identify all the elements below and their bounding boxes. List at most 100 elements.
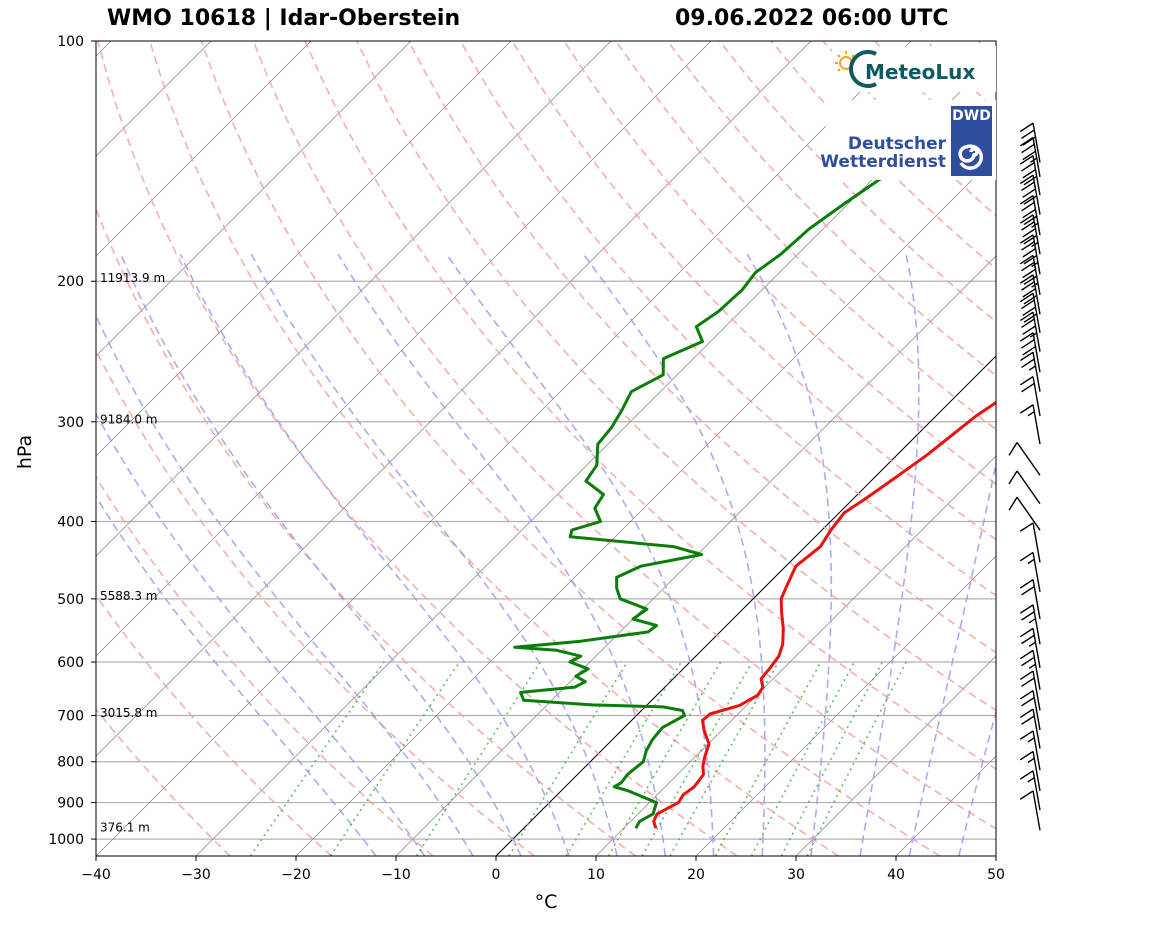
x-tick-label: −30 (181, 867, 211, 883)
barb-half-flag (1027, 411, 1035, 417)
barb-staff (1032, 214, 1041, 255)
barb-staff (1032, 137, 1041, 178)
moist-adiabat (445, 253, 715, 856)
dwd-name-line2: Wetterdienst (820, 152, 946, 172)
wind-barb (1019, 194, 1041, 236)
isotherm-line (795, 655, 996, 856)
isotherm-line (0, 41, 11, 856)
isotherm-line (96, 41, 912, 856)
wind-barb (1019, 234, 1041, 275)
wind-barb (1019, 690, 1041, 731)
wind-barb (1019, 649, 1041, 690)
barb-flag (1021, 696, 1035, 707)
wind-barb (1008, 442, 1041, 476)
meteolux-wordmark: MeteoLux (865, 60, 976, 84)
barb-staff (1032, 274, 1041, 315)
barb-flag (1019, 750, 1034, 761)
barb-flag (1021, 715, 1035, 725)
wind-barb (1019, 254, 1041, 295)
barb-half-flag (1029, 332, 1038, 338)
mixing-ratio-line (565, 661, 682, 856)
moist-adiabat (96, 495, 377, 856)
y-tick-label: 700 (57, 708, 84, 724)
dry-adiabat (977, 41, 996, 60)
mixing-ratio-line (415, 661, 542, 856)
moist-adiabat (96, 412, 426, 856)
wind-barb (1019, 670, 1041, 711)
y-tick-label: 100 (57, 34, 84, 50)
barb-half-flag (1031, 282, 1039, 288)
wind-barb (1008, 496, 1041, 531)
barb-staff (1016, 442, 1041, 476)
barb-flag (1022, 306, 1036, 317)
barb-half-flag (1029, 157, 1038, 163)
barb-half-flag (1027, 558, 1035, 565)
dry-adiabat (1030, 41, 1160, 856)
barb-flag (1019, 214, 1034, 224)
dry-adiabat (96, 206, 637, 856)
height-label: 11913.9 m (100, 271, 165, 285)
mixing-ratio-line (714, 661, 822, 856)
wind-barb (1019, 292, 1041, 333)
isotherm-line (96, 41, 612, 557)
barb-flag (1022, 288, 1036, 298)
dwd-badge: DWD (951, 106, 992, 176)
dry-adiabat (96, 708, 231, 856)
x-tick-label: −10 (381, 867, 411, 883)
height-label: 9184.0 m (100, 412, 158, 426)
barb-flag (1021, 634, 1035, 645)
dry-adiabat (96, 348, 535, 856)
barb-flag (1008, 470, 1018, 485)
barb-flag (1021, 143, 1035, 154)
isotherm-line (96, 41, 712, 657)
barb-flag (1021, 339, 1035, 349)
moist-adiabat (958, 709, 996, 856)
barb-staff (1032, 376, 1041, 417)
barb-flag (1022, 248, 1036, 258)
barb-flag (1022, 268, 1036, 279)
barb-flag (1021, 677, 1035, 687)
barb-staff (1016, 496, 1041, 531)
wind-barb (1019, 708, 1041, 749)
wind-barb (1019, 311, 1041, 352)
meteolux-logo: MeteoLux (832, 46, 996, 92)
dwd-name-line1: Deutscher (847, 134, 946, 154)
barb-staff (1016, 470, 1041, 505)
barb-flag (1023, 234, 1038, 245)
wind-barb (1019, 214, 1041, 255)
barb-flag (1019, 136, 1034, 147)
barb-staff (1032, 670, 1041, 711)
barb-flag (1019, 770, 1034, 780)
barb-flag (1019, 375, 1034, 386)
barb-staff (1032, 770, 1041, 811)
dry-adiabat (615, 41, 996, 431)
barb-flag (1019, 579, 1034, 589)
y-tick-label: 300 (57, 415, 84, 431)
barb-staff (1032, 234, 1041, 275)
barb-staff (1032, 628, 1041, 668)
barb-flag (1021, 281, 1035, 291)
wind-barb (1019, 770, 1041, 811)
barb-flag (1019, 292, 1034, 303)
barb-flag (1022, 188, 1036, 198)
dwd-logo: DWD Deutscher Wetterdienst (820, 100, 996, 180)
wind-barb (1019, 730, 1041, 771)
barb-flag (1022, 136, 1036, 146)
barb-flag (1019, 708, 1034, 719)
sun-icon (835, 50, 877, 88)
barb-staff (1032, 255, 1041, 295)
barb-staff (1032, 790, 1041, 831)
x-tick-label: 0 (492, 867, 501, 883)
barb-flag (1023, 313, 1038, 323)
barb-flag (1021, 261, 1035, 272)
barb-half-flag (1028, 618, 1036, 624)
barb-flag (1021, 241, 1035, 251)
barb-flag (1008, 496, 1018, 511)
barb-flag (1021, 585, 1035, 596)
moist-adiabat (746, 253, 833, 856)
barb-flag (1023, 215, 1038, 226)
dry-adiabat (667, 41, 996, 377)
moist-adiabat (337, 253, 667, 856)
dry-adiabat (96, 475, 434, 856)
